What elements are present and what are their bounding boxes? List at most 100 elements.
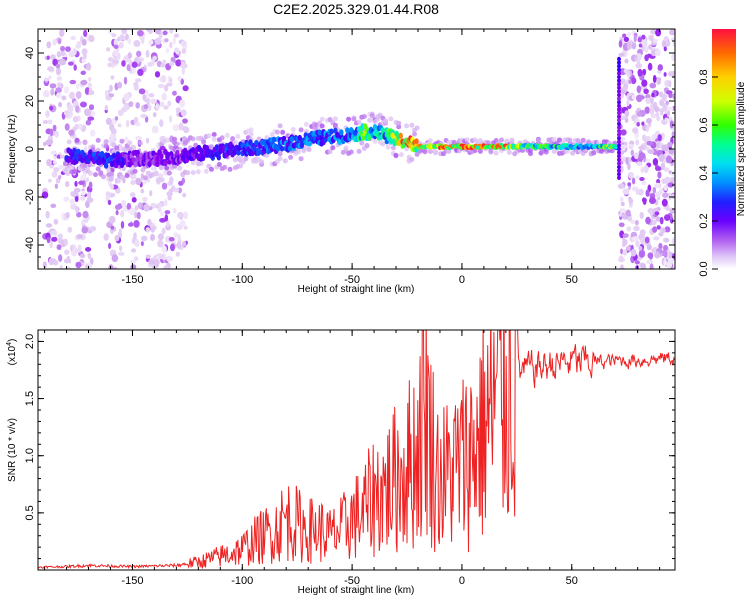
noise-cell-2: [634, 56, 638, 62]
noise-cell-2: [624, 110, 630, 118]
noise-cell-2: [634, 260, 640, 265]
ridge-halo-cell: [161, 138, 167, 144]
noise-cell-0: [50, 230, 58, 236]
noise-cell-0: [58, 254, 63, 262]
ridge-halo-cell: [190, 136, 196, 142]
noise-cell-0: [63, 258, 70, 264]
noise-cell-2: [671, 53, 675, 62]
noise-cell-2: [639, 229, 646, 236]
ridge-halo-cell: [82, 163, 88, 168]
noise-cell-1: [172, 124, 180, 132]
noise-cell-0: [84, 109, 92, 117]
noise-cell-2: [617, 183, 625, 189]
noise-cell-2: [649, 263, 654, 269]
ridge-halo-cell: [393, 152, 399, 158]
noise-cell-1: [161, 227, 166, 235]
spike-cell: [617, 71, 621, 76]
ridge-halo-cell: [433, 150, 439, 156]
noise-cell-1: [183, 126, 190, 134]
noise-cell-0: [88, 181, 93, 189]
noise-cell-1: [182, 192, 187, 198]
noise-cell-2: [648, 44, 653, 50]
noise-cell-1: [123, 93, 130, 101]
noise-cell-2: [662, 192, 669, 198]
ridge-halo-cell: [185, 170, 191, 176]
noise-cell-2: [661, 144, 667, 151]
ridge-cell: [111, 152, 117, 159]
noise-cell-0: [76, 211, 82, 218]
ridge-halo-cell: [201, 139, 207, 145]
noise-cell-2: [641, 40, 648, 48]
noise-cell-0: [75, 261, 82, 269]
noise-cell-2: [646, 117, 652, 124]
ridge-cell: [155, 161, 160, 168]
noise-cell-2: [642, 68, 647, 76]
spike-cell: [617, 128, 621, 134]
noise-cell-2: [670, 177, 675, 182]
ridge-halo-cell: [288, 154, 294, 160]
noise-cell-2: [638, 43, 643, 48]
noise-cell-1: [177, 75, 182, 82]
ridge-halo-cell: [274, 129, 280, 135]
ridge-halo-cell: [277, 151, 283, 157]
ridge-halo-cell: [87, 170, 93, 176]
noise-cell-0: [50, 88, 55, 96]
noise-cell-2: [655, 29, 662, 37]
noise-cell-1: [107, 30, 113, 35]
noise-cell-2: [635, 139, 640, 146]
noise-cell-1: [133, 220, 140, 228]
noise-cell-2: [657, 134, 662, 142]
ridge-halo-cell: [248, 131, 254, 137]
ridge-cell: [135, 149, 140, 156]
noise-cell-0: [50, 203, 57, 208]
noise-cell-2: [671, 131, 675, 138]
noise-cell-1: [137, 68, 144, 76]
spike-cell: [617, 89, 621, 94]
snr-y-ticks: 0.5 1.0 1.5 2.0: [24, 329, 675, 560]
noise-cell-1: [177, 234, 182, 242]
noise-cell-1: [119, 144, 123, 152]
ridge-cell: [360, 134, 366, 141]
noise-cell-1: [163, 265, 169, 269]
noise-cell-1: [136, 50, 142, 57]
noise-cell-1: [180, 78, 184, 85]
snr-series-line: [38, 330, 675, 570]
colorbar-label: Normalized spectral amplitude: [736, 81, 747, 216]
noise-cell-2: [640, 236, 645, 245]
ridge-halo-cell: [372, 138, 378, 144]
ridge-halo-cell: [122, 146, 127, 152]
noise-cell-1: [125, 119, 130, 128]
noise-cell-0: [54, 130, 59, 138]
noise-cell-0: [74, 196, 79, 202]
noise-cell-0: [53, 167, 60, 173]
noise-cell-0: [58, 175, 62, 180]
noise-cell-2: [668, 70, 673, 77]
noise-cell-1: [114, 116, 119, 121]
noise-cell-0: [63, 238, 68, 246]
noise-cell-0: [80, 70, 86, 75]
spike-cell: [617, 125, 621, 130]
noise-cell-1: [113, 44, 119, 49]
ridge-halo-cell: [330, 145, 336, 151]
ridge-halo-cell: [346, 116, 352, 122]
noise-cell-1: [161, 182, 168, 190]
noise-cell-0: [70, 35, 76, 41]
ridge-halo-cell: [127, 146, 133, 152]
ridge-halo-cell: [298, 127, 304, 133]
ridge-halo-cell: [153, 170, 159, 176]
noise-cell-0: [83, 217, 89, 223]
y-tick-label: 20: [24, 95, 36, 107]
noise-cell-0: [56, 92, 62, 99]
noise-cell-2: [622, 33, 627, 38]
noise-cell-1: [181, 61, 186, 69]
ridge-halo-cell: [127, 140, 133, 146]
noise-cell-1: [166, 219, 170, 227]
noise-cell-2: [619, 208, 626, 214]
noise-cell-2: [628, 198, 634, 204]
noise-cell-1: [135, 102, 140, 109]
noise-cell-0: [79, 253, 86, 259]
ridge-halo-cell: [264, 135, 270, 141]
noise-cell-0: [45, 210, 50, 219]
ridge-halo-cell: [209, 144, 214, 150]
noise-cell-2: [627, 70, 631, 79]
